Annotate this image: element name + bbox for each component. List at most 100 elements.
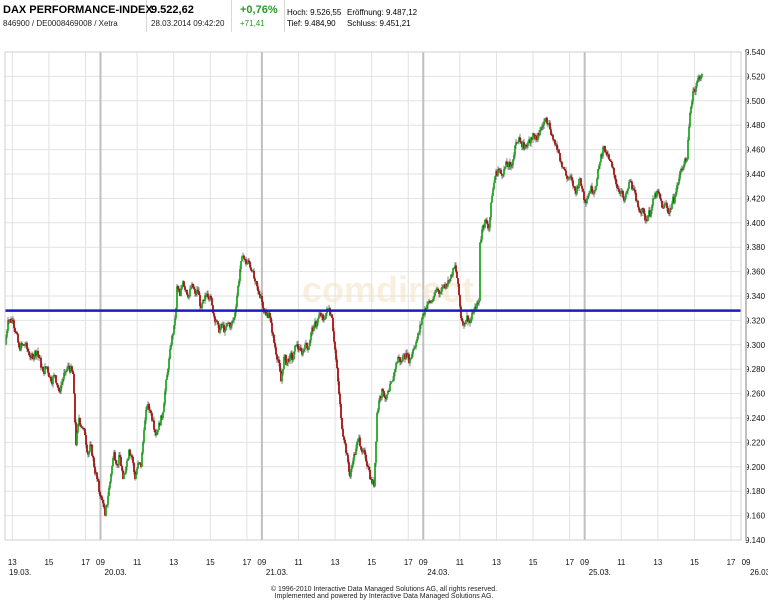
y-tick-label: 9.260 [745,390,766,399]
candle-body [373,480,375,487]
candle-body [648,210,650,216]
candle-body [571,177,573,181]
candle-body [215,320,217,323]
candle-body [663,204,665,209]
day-low: Tief: 9.484,90 [287,19,336,28]
candle-body [234,312,236,318]
candle-body [634,189,636,193]
candle-body [91,444,93,456]
day-high: Hoch: 9.526,55 [287,8,342,17]
candle-body [344,439,346,444]
candle-body [193,287,195,290]
candle-body [562,167,564,169]
candle-body [212,305,214,314]
candle-body [233,317,235,321]
candle-body [203,299,205,301]
candle-body [391,381,393,383]
candle-body [449,278,451,282]
candle-body [292,359,294,361]
candle-body [592,191,594,194]
candle-body [443,284,445,287]
candle-body [547,123,549,125]
candle-body [153,420,155,430]
candle-body [514,145,516,155]
candle-body [585,200,587,204]
candle-body [239,269,241,281]
y-tick-label: 9.220 [745,438,766,447]
candle-body [685,158,687,161]
candle-body [419,324,421,333]
candle-body [586,199,588,204]
candle-body [293,351,295,360]
candle-body [95,472,97,474]
candle-body [355,448,357,455]
candle-body [251,270,253,272]
candle-body [608,154,610,160]
candle-body [48,372,50,378]
candle-body [100,496,102,498]
candle-body [136,468,138,475]
candle-body [520,141,522,144]
candle-body [695,86,697,92]
candle-body [662,207,664,209]
candle-body [694,88,696,92]
candle-body [8,320,10,322]
candle-body [612,166,614,168]
candle-body [454,265,456,268]
candle-body [507,164,509,168]
candle-body [238,280,240,287]
candle-body [205,295,207,297]
candle-body [283,357,285,369]
candle-body [361,449,363,453]
candle-body [688,126,690,141]
candle-body [63,372,65,379]
candle-body [36,350,38,357]
candle-body [636,200,638,202]
candle-body [19,347,21,351]
candle-body [494,176,496,183]
candle-body [130,455,132,457]
y-tick-label: 9.460 [745,146,766,155]
candle-body [482,225,484,230]
candle-body [211,298,213,306]
candle-body [398,357,400,358]
candle-body [103,503,105,508]
x-hour-label: 17 [404,558,413,567]
candle-body [242,255,244,257]
candle-body [522,142,524,148]
y-tick-label: 9.200 [745,463,766,472]
x-hour-label: 17 [81,558,90,567]
candle-body [393,372,395,380]
candle-body [112,458,114,467]
candle-body [552,134,554,140]
candle-body [366,461,368,467]
candle-body [624,197,626,201]
candle-body [359,437,361,447]
candle-body [440,291,442,294]
candle-body [628,182,630,189]
candle-body [360,446,362,450]
candle-body [481,229,483,240]
candle-body [216,320,218,322]
candle-body [362,450,364,453]
candle-body [381,388,383,398]
candle-body [643,208,645,214]
candle-body [692,91,694,102]
candle-body [515,142,517,146]
instrument-identifiers: 846900 / DE0008469008 / Xetra [3,19,118,28]
candle-body [420,323,422,325]
candle-body [324,318,326,320]
candle-body [646,219,648,222]
candle-body [276,354,278,360]
y-tick-label: 9.380 [745,243,766,252]
candle-body [327,308,329,310]
candle-body [414,347,416,349]
candle-body [7,320,9,331]
candle-body [198,291,200,296]
candle-body [401,360,403,362]
candle-body [579,178,581,180]
candle-body [629,181,631,183]
candle-body [488,227,490,229]
candle-body [555,144,557,146]
last-price: 9.522,62 [151,4,194,16]
